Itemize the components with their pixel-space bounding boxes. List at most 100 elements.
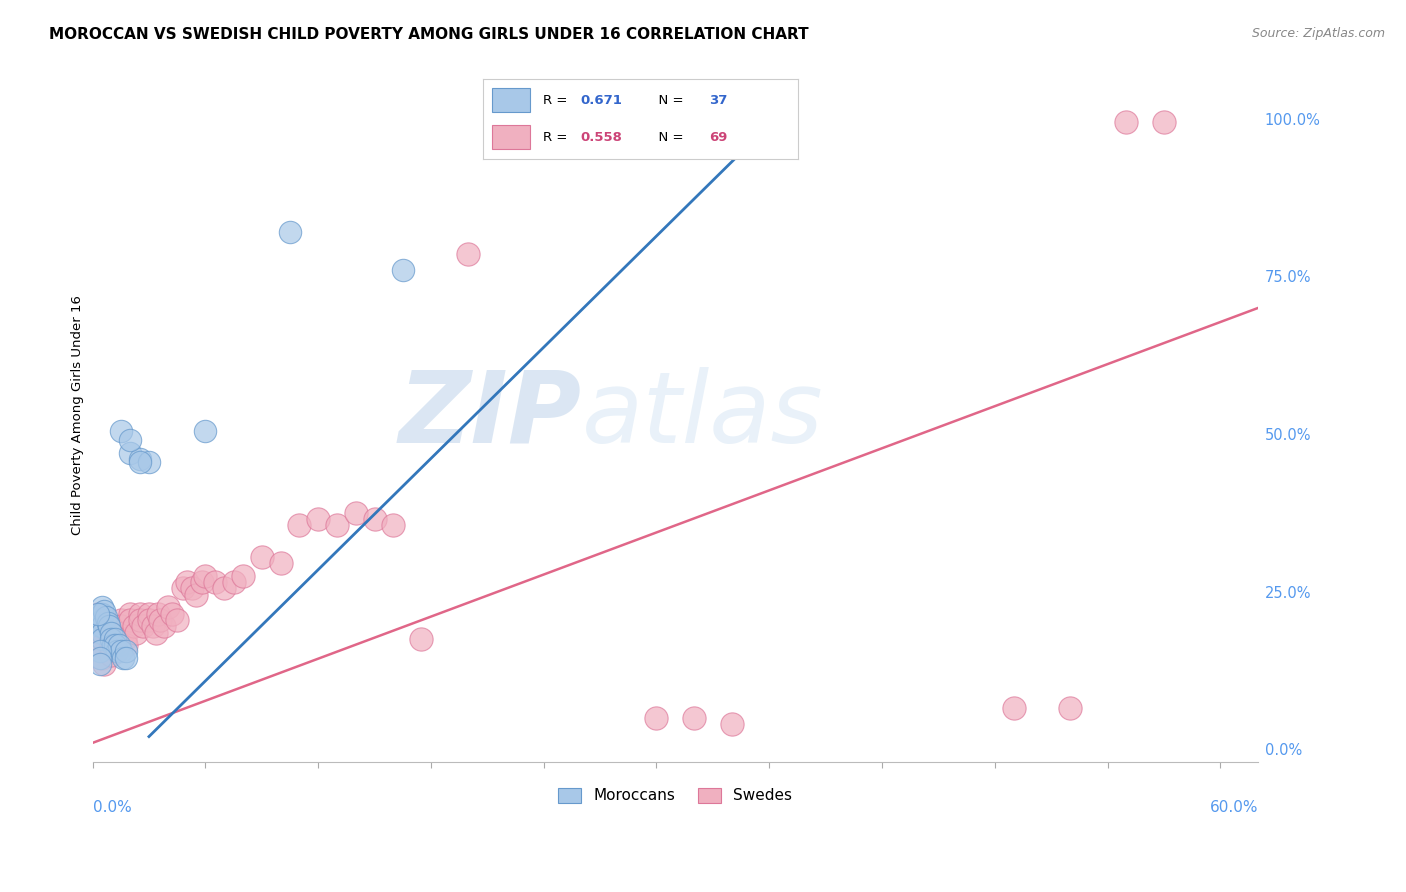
Point	[100, 625, 122, 640]
Point	[100, 629, 122, 643]
Point	[1153, 115, 1175, 129]
Point	[120, 613, 142, 627]
Point	[190, 575, 212, 590]
Point	[505, 115, 527, 129]
Point	[98, 619, 121, 633]
Point	[250, 549, 273, 564]
Point	[91, 619, 114, 633]
Point	[115, 644, 138, 658]
Point	[104, 632, 127, 646]
Point	[149, 613, 172, 627]
Text: Source: ZipAtlas.com: Source: ZipAtlas.com	[1251, 27, 1385, 40]
Point	[222, 575, 245, 590]
Point	[89, 619, 111, 633]
Point	[104, 638, 127, 652]
Point	[138, 607, 160, 621]
Point	[91, 632, 114, 646]
Point	[91, 632, 114, 646]
Point	[156, 600, 179, 615]
Point	[382, 518, 405, 533]
Point	[110, 644, 132, 658]
Point	[1059, 701, 1081, 715]
Point	[115, 650, 138, 665]
Point	[128, 613, 150, 627]
Point	[344, 506, 367, 520]
Point	[589, 115, 612, 129]
Point	[457, 247, 479, 261]
Point	[142, 619, 165, 633]
Point	[120, 434, 142, 448]
Point	[111, 625, 134, 640]
Point	[132, 619, 155, 633]
Point	[91, 625, 114, 640]
Point	[307, 512, 329, 526]
Point	[89, 650, 111, 665]
Point	[1002, 701, 1025, 715]
Point	[363, 512, 385, 526]
Point	[148, 607, 170, 621]
Point	[110, 613, 132, 627]
Point	[212, 582, 235, 596]
Point	[98, 625, 121, 640]
Point	[122, 619, 145, 633]
Point	[145, 625, 167, 640]
Point	[87, 607, 110, 621]
Point	[411, 632, 433, 646]
Point	[194, 569, 217, 583]
Text: 0.0%: 0.0%	[93, 800, 131, 815]
Point	[160, 607, 183, 621]
Point	[89, 613, 111, 627]
Point	[111, 650, 134, 665]
Text: 60.0%: 60.0%	[1209, 800, 1258, 815]
Point	[97, 619, 120, 633]
Point	[288, 518, 311, 533]
Point	[110, 619, 132, 633]
Point	[278, 226, 301, 240]
Point	[105, 644, 128, 658]
Point	[91, 625, 114, 640]
Point	[683, 711, 706, 725]
Point	[89, 657, 111, 672]
Point	[128, 607, 150, 621]
Legend: Moroccans, Swedes: Moroccans, Swedes	[553, 781, 799, 810]
Text: ZIP: ZIP	[399, 367, 582, 464]
Point	[91, 638, 114, 652]
Point	[91, 600, 114, 615]
Point	[232, 569, 254, 583]
Point	[326, 518, 349, 533]
Point	[720, 717, 742, 731]
Point	[120, 607, 142, 621]
Point	[115, 638, 138, 652]
Y-axis label: Child Poverty Among Girls Under 16: Child Poverty Among Girls Under 16	[72, 295, 84, 535]
Point	[645, 711, 668, 725]
Point	[97, 616, 120, 631]
Point	[100, 648, 122, 662]
Point	[91, 650, 114, 665]
Point	[100, 641, 122, 656]
Point	[91, 607, 114, 621]
Point	[153, 619, 176, 633]
Point	[184, 588, 207, 602]
Point	[120, 446, 142, 460]
Point	[114, 632, 136, 646]
Point	[89, 644, 111, 658]
Point	[108, 638, 131, 652]
Point	[138, 613, 160, 627]
Point	[104, 638, 127, 652]
Point	[103, 638, 125, 652]
Point	[93, 657, 115, 672]
Point	[94, 610, 117, 624]
Point	[166, 613, 188, 627]
Point	[176, 575, 198, 590]
Point	[93, 603, 115, 617]
Point	[100, 635, 122, 649]
Point	[91, 644, 114, 658]
Point	[87, 607, 110, 621]
Point	[138, 455, 160, 469]
Text: MOROCCAN VS SWEDISH CHILD POVERTY AMONG GIRLS UNDER 16 CORRELATION CHART: MOROCCAN VS SWEDISH CHILD POVERTY AMONG …	[49, 27, 808, 42]
Point	[89, 607, 111, 621]
Text: atlas: atlas	[582, 367, 824, 464]
Point	[128, 452, 150, 467]
Point	[100, 632, 122, 646]
Point	[204, 575, 226, 590]
